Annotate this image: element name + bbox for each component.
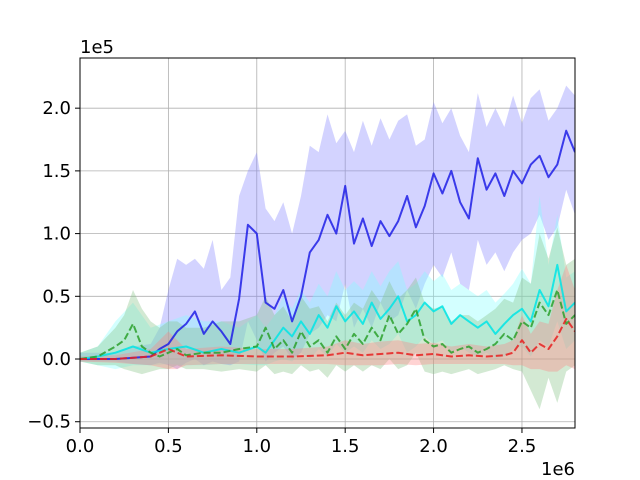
series-0-line — [80, 129, 575, 360]
x-tick-label: 0.0 — [66, 436, 95, 457]
x-tick-label: 1.0 — [242, 436, 271, 457]
series-1-line — [80, 263, 575, 360]
x-tick-label: 2.0 — [419, 436, 448, 457]
series-3-line — [80, 317, 575, 360]
y-tick-label: −0.5 — [27, 412, 71, 433]
plot-frame — [79, 57, 576, 429]
series-0-band — [80, 85, 575, 370]
x-tick-label: 1.5 — [331, 436, 360, 457]
series-2-band — [80, 227, 575, 410]
y-offset-label: 1e5 — [80, 37, 114, 58]
y-tick-label: 0.5 — [42, 286, 71, 307]
series-lines — [80, 129, 575, 360]
x-offset-label: 1e6 — [541, 459, 575, 480]
y-tick-label: 1.0 — [42, 224, 71, 245]
y-tick-label: 2.0 — [42, 98, 71, 119]
confidence-bands — [80, 85, 575, 410]
x-tick-label: 0.5 — [154, 436, 183, 457]
series-2-line — [80, 289, 575, 360]
x-tick-label: 2.5 — [508, 436, 537, 457]
x-axis-ticks: 0.0 0.5 1.0 1.5 2.0 2.5 — [66, 428, 537, 457]
axes-frame — [79, 57, 576, 429]
grid-lines — [79, 58, 575, 428]
series-3-band — [80, 264, 575, 372]
y-tick-label: 0.0 — [42, 349, 71, 370]
series-1-band — [80, 196, 575, 370]
y-tick-label: 1.5 — [42, 161, 71, 182]
y-axis-ticks: −0.5 0.0 0.5 1.0 1.5 2.0 — [27, 98, 80, 433]
